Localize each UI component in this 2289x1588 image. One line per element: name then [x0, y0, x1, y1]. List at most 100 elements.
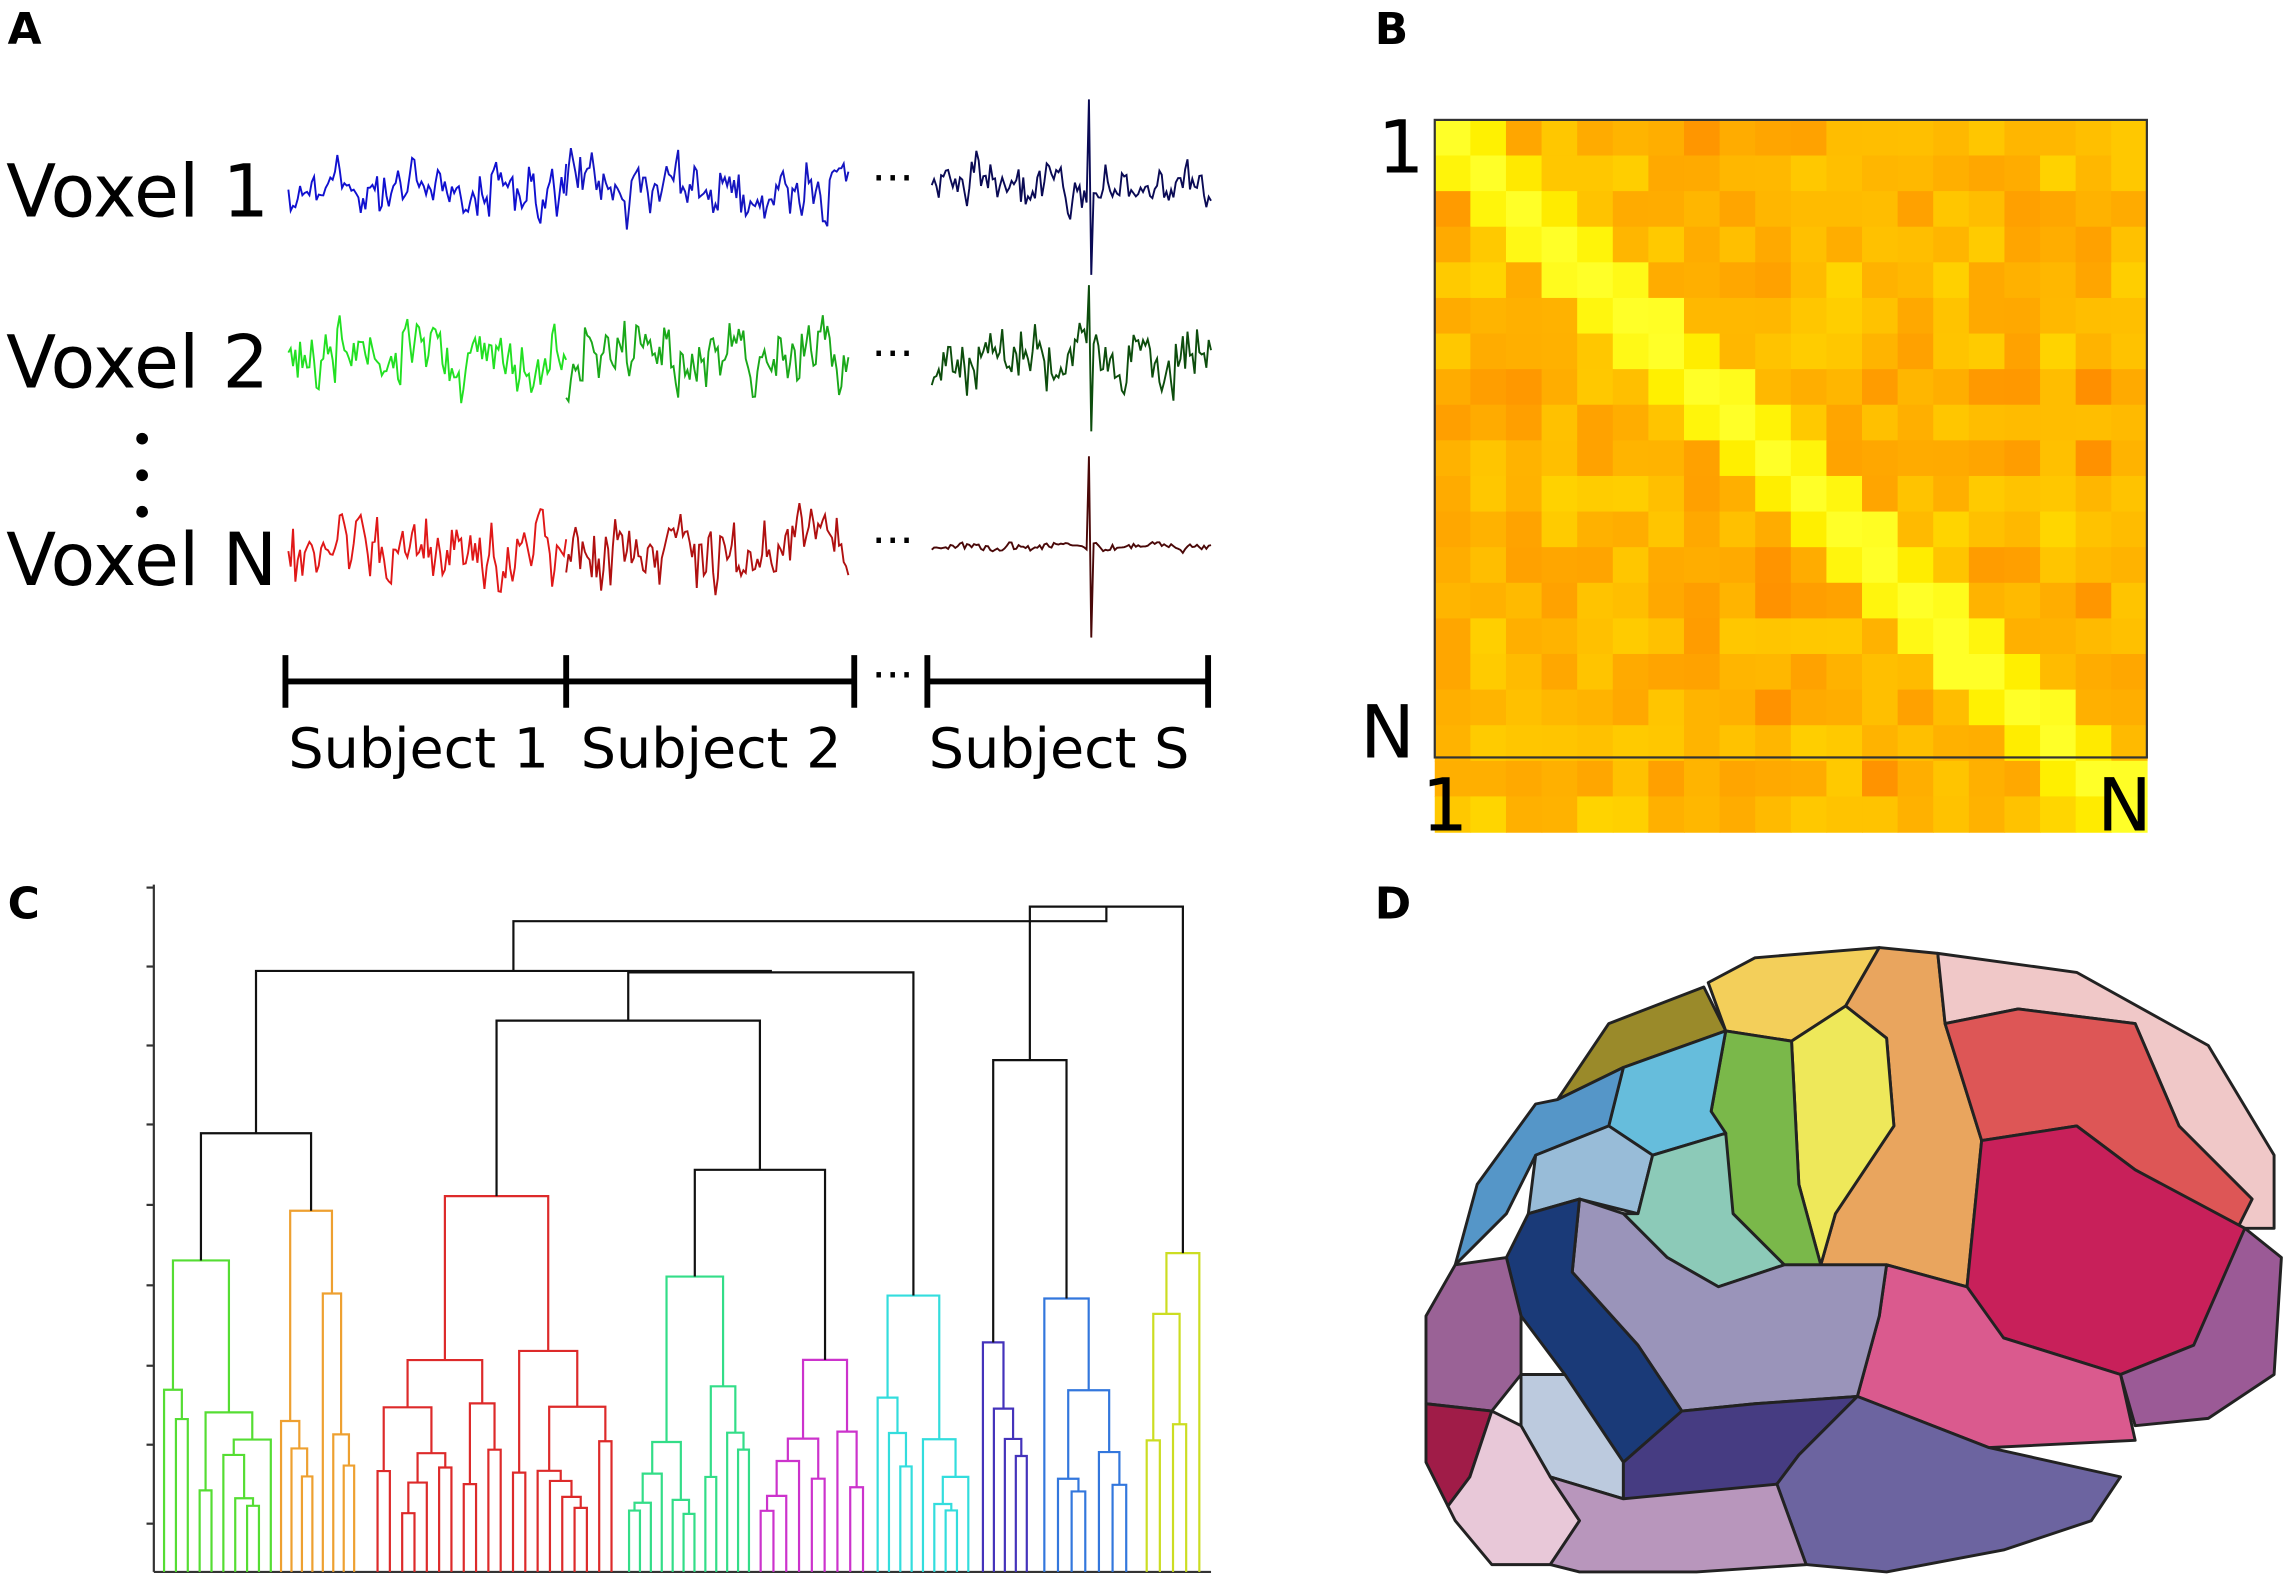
matrix-cell [1826, 155, 1863, 192]
matrix-cell [1755, 333, 1792, 370]
matrix-cell [1470, 262, 1507, 299]
dendrogram-link [726, 1431, 745, 1572]
matrix-cell [1577, 547, 1614, 584]
matrix-cell [1612, 226, 1650, 264]
matrix-cell [1826, 725, 1863, 762]
matrix-cell [2075, 511, 2112, 548]
subject-label: Subject 1 [288, 717, 549, 782]
matrix-cell [1434, 262, 1472, 299]
dendrogram-link [245, 1504, 261, 1572]
matrix-cell [1790, 689, 1828, 726]
matrix-cell [1541, 725, 1578, 762]
matrix-cell [1648, 119, 1685, 157]
matrix-cell [1648, 440, 1685, 477]
matrix-cell [1683, 618, 1721, 655]
matrix-cell [2040, 262, 2077, 299]
matrix-cell [1434, 297, 1472, 335]
matrix-frame [1433, 118, 2148, 759]
matrix-cell [1683, 440, 1721, 477]
matrix-cell [1505, 760, 1543, 798]
matrix-cell [1612, 618, 1650, 655]
matrix-cell [1826, 582, 1863, 620]
matrix-cell [1577, 440, 1614, 477]
brain-region [1775, 1394, 2123, 1574]
matrix-cell [1897, 689, 1934, 726]
matrix-cell [1577, 226, 1614, 264]
matrix-cell [1968, 191, 2006, 228]
signal [931, 456, 1212, 638]
matrix-cell [1505, 689, 1543, 726]
panel-label: D [1375, 878, 1411, 929]
matrix-cell [1577, 653, 1614, 691]
matrix-cell [1541, 333, 1578, 370]
matrix-cell [1968, 404, 2006, 442]
matrix-cell [1683, 547, 1721, 584]
matrix-cell [2040, 404, 2077, 442]
matrix-cell [2040, 191, 2077, 228]
matrix-cell [1719, 725, 1756, 762]
matrix-cell [1826, 547, 1863, 584]
matrix-cell [1968, 511, 2006, 548]
matrix-cell [1933, 297, 1970, 335]
dendrogram-link [198, 1489, 213, 1572]
matrix-cell [1434, 618, 1472, 655]
matrix-cell [2111, 796, 2148, 833]
matrix-cell [1577, 760, 1614, 798]
vertical-dots [136, 432, 148, 518]
matrix-cell [1541, 547, 1578, 584]
matrix-cell [2075, 440, 2112, 477]
matrix-cell [2004, 262, 2041, 299]
matrix-cell [1790, 262, 1828, 299]
dendrogram-link [899, 1465, 913, 1572]
matrix-cell [1683, 369, 1721, 406]
matrix-cell [1897, 760, 1934, 798]
matrix-cell [2111, 155, 2148, 192]
matrix-cell [1612, 333, 1650, 370]
matrix-cell [1968, 796, 2006, 833]
dendrogram-link [234, 1497, 255, 1572]
matrix-cell [1897, 226, 1934, 264]
matrix-cell [1470, 618, 1507, 655]
matrix-cell [1897, 796, 1934, 833]
matrix-cell [2111, 618, 2148, 655]
matrix-cell [1897, 475, 1934, 513]
signal [287, 154, 568, 224]
matrix-cell [1470, 511, 1507, 548]
matrix-cell [1862, 475, 1899, 513]
matrix-cell [2075, 226, 2112, 264]
matrix-cell [1719, 404, 1756, 442]
matrix-cell [1434, 155, 1472, 192]
matrix-cell [1755, 689, 1792, 726]
matrix-cell [1505, 582, 1543, 620]
matrix-cell [1933, 511, 1970, 548]
matrix-cell [1470, 119, 1507, 157]
matrix-cell [1862, 191, 1899, 228]
matrix-cell [1683, 262, 1721, 299]
matrix-cell [1612, 760, 1650, 798]
matrix-cell [1648, 475, 1685, 513]
matrix-cell [2004, 475, 2041, 513]
matrix-cell [1434, 333, 1472, 370]
matrix-cell [1470, 404, 1507, 442]
matrix-cell [1897, 725, 1934, 762]
dendrogram-link [876, 1396, 899, 1572]
matrix-cell [1933, 404, 1970, 442]
matrix-cell [1648, 653, 1685, 691]
dendrogram-link [641, 1472, 663, 1572]
matrix-cell [2004, 226, 2041, 264]
matrix-cell [1541, 404, 1578, 442]
dendrogram-link [1014, 1454, 1028, 1572]
matrix-cell [2075, 297, 2112, 335]
matrix-cell [1505, 191, 1543, 228]
matrix-cell [1434, 689, 1472, 726]
dendrogram-link [704, 1475, 718, 1572]
dendrogram-link [849, 1486, 865, 1572]
matrix-cell [2004, 191, 2041, 228]
dendrogram-link [162, 1388, 183, 1572]
matrix-cell [1434, 511, 1472, 548]
matrix-cell [1826, 618, 1863, 655]
matrix-cell [1505, 155, 1543, 192]
dendrogram-link [1043, 1297, 1090, 1572]
signal [930, 285, 1212, 432]
matrix-cell [2111, 369, 2148, 406]
